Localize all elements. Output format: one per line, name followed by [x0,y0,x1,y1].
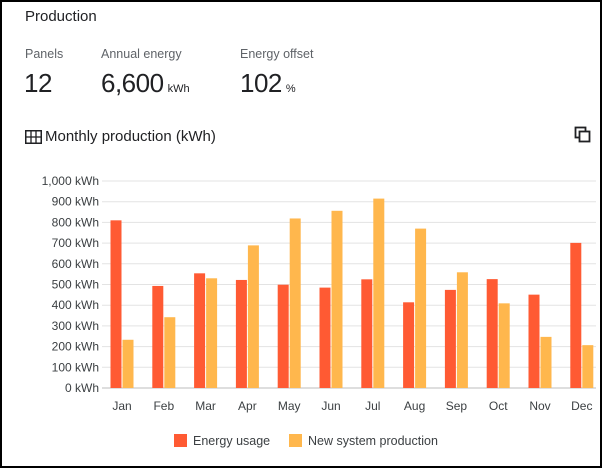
bar-new-system-production-dec [582,345,594,388]
chart-title-text: Monthly production (kWh) [45,128,216,145]
y-tick-label: 0 kWh [65,381,99,395]
bar-new-system-production-oct [498,303,510,388]
x-tick-label: Apr [238,399,257,413]
y-tick-label: 1,000 kWh [42,174,99,188]
y-tick-label: 500 kWh [52,278,99,292]
x-tick-label: May [278,399,301,413]
chart-title: Monthly production (kWh) [25,128,216,145]
legend-swatch [289,434,302,447]
bar-new-system-production-sep [456,272,468,388]
bar-new-system-production-mar [206,278,218,388]
annual-energy-unit: kWh [167,83,190,95]
bar-energy-usage-jul [361,279,373,388]
x-tick-label: Jul [365,399,380,413]
bar-new-system-production-nov [540,336,552,388]
y-tick-label: 300 kWh [52,319,99,333]
x-tick-label: Jan [112,399,131,413]
x-tick-label: Nov [529,399,550,413]
y-tick-label: 100 kWh [52,360,99,374]
bar-new-system-production-aug [415,228,427,388]
y-tick-label: 900 kWh [52,195,99,209]
bar-energy-usage-mar [194,273,206,388]
x-tick-label: Feb [153,399,174,413]
bar-energy-usage-dec [570,242,582,388]
bar-energy-usage-aug [403,302,415,388]
legend-swatch [174,434,187,447]
bar-new-system-production-jul [373,198,385,388]
y-tick-label: 600 kWh [52,257,99,271]
y-tick-label: 400 kWh [52,298,99,312]
bar-new-system-production-apr [247,245,259,388]
y-tick-label: 200 kWh [52,340,99,354]
y-tick-label: 800 kWh [52,215,99,229]
energy-offset-unit: % [285,83,296,95]
bar-new-system-production-jun [331,210,343,388]
bar-energy-usage-may [277,284,289,388]
annual-energy-value: 6,600 [101,68,164,98]
bar-energy-usage-oct [486,279,498,388]
stat-panels-label: Panels [25,47,64,61]
legend-label: Energy usage [193,434,270,448]
stat-energy-offset-label: Energy offset [240,47,314,61]
x-tick-label: Sep [446,399,468,413]
copy-icon[interactable] [574,126,592,144]
bar-new-system-production-jan [122,339,134,388]
bar-energy-usage-apr [235,279,247,388]
legend-label: New system production [308,434,438,448]
grid-table-icon[interactable] [25,129,42,144]
x-tick-label: Mar [195,399,216,413]
bar-energy-usage-jun [319,287,331,388]
bar-new-system-production-feb [164,317,176,388]
x-tick-label: Dec [571,399,592,413]
x-tick-label: Oct [489,399,508,413]
bar-new-system-production-may [289,218,301,388]
card-title: Production [25,8,97,25]
x-tick-label: Aug [404,399,425,413]
x-tick-label: Jun [321,399,340,413]
stat-annual-energy-value: 6,600 kWh [101,68,190,99]
stat-annual-energy-label: Annual energy [101,47,182,61]
energy-offset-value: 102 [240,68,282,98]
y-tick-label: 700 kWh [52,236,99,250]
bar-energy-usage-nov [528,294,540,388]
bar-energy-usage-jan [110,220,122,388]
panels-value: 12 [24,68,52,98]
stat-panels-value: 12 [24,68,52,99]
bar-energy-usage-sep [444,289,456,388]
bar-energy-usage-feb [152,285,164,388]
stat-energy-offset-value: 102% [240,68,296,99]
